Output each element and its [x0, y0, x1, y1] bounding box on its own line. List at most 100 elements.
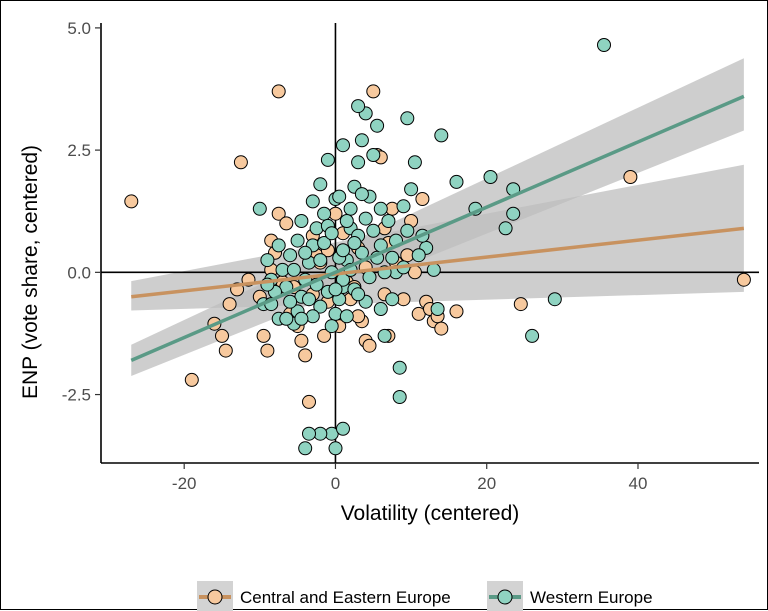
data-point-series-1 — [302, 292, 316, 307]
data-point-series-1 — [373, 302, 388, 316]
data-point-series-1 — [351, 155, 366, 170]
confidence-band-1 — [131, 58, 744, 376]
data-point-series-1 — [400, 111, 415, 126]
x-axis-title: Volatility (centered) — [341, 502, 520, 525]
data-point-series-0 — [362, 338, 377, 353]
legend-label-we: Western Europe — [530, 588, 653, 607]
legend-key-point-we — [497, 589, 513, 605]
data-point-series-0 — [294, 333, 309, 348]
data-point-series-1 — [400, 223, 415, 238]
data-point-series-0 — [279, 216, 294, 231]
y-tick-label: 0.0 — [67, 263, 91, 282]
data-point-series-1 — [426, 262, 441, 277]
data-point-series-1 — [313, 177, 328, 192]
data-point-series-1 — [320, 152, 335, 167]
data-point-series-1 — [483, 170, 498, 184]
data-point-series-1 — [260, 253, 275, 268]
axes: -20 0 20 40 -2.5 0.0 2.5 5.0 — [62, 19, 759, 493]
data-point-series-0 — [260, 343, 275, 358]
data-point-series-1 — [343, 201, 358, 216]
data-point-series-1 — [362, 270, 377, 285]
data-point-series-1 — [290, 233, 305, 248]
data-point-series-1 — [283, 294, 298, 309]
data-point-series-1 — [366, 223, 381, 238]
data-point-series-1 — [305, 194, 320, 209]
y-axis-title: ENP (vote share, centered) — [19, 145, 42, 399]
data-point-series-1 — [404, 182, 419, 197]
data-point-series-1 — [298, 441, 313, 456]
data-point-series-1 — [366, 148, 381, 162]
y-tick-label: 5.0 — [67, 19, 91, 38]
data-point-series-1 — [317, 206, 332, 221]
data-point-series-0 — [215, 328, 229, 343]
data-point-series-1 — [309, 221, 324, 236]
data-point-series-1 — [370, 118, 385, 133]
data-point-series-1 — [332, 189, 347, 204]
data-point-series-0 — [317, 328, 332, 343]
data-point-series-0 — [184, 372, 199, 387]
data-point-series-1 — [354, 187, 369, 202]
data-point-series-1 — [373, 201, 388, 216]
data-point-series-1 — [336, 243, 350, 258]
data-point-series-1 — [328, 306, 343, 321]
data-point-series-1 — [449, 174, 464, 189]
data-point-series-1 — [430, 302, 445, 316]
data-point-series-1 — [302, 426, 316, 441]
data-point-series-1 — [313, 253, 328, 268]
x-tick-label: 0 — [331, 474, 340, 493]
data-point-series-0 — [124, 194, 139, 209]
data-point-series-1 — [381, 214, 396, 228]
data-point-series-1 — [317, 236, 332, 250]
fit-lines — [130, 94, 745, 362]
data-point-series-0 — [271, 206, 286, 221]
data-point-series-1 — [328, 441, 343, 456]
data-point-series-1 — [298, 245, 313, 260]
x-tick-label: 20 — [477, 474, 496, 493]
data-point-series-1 — [324, 226, 339, 241]
x-tick-label: -20 — [172, 474, 197, 493]
data-point-series-1 — [597, 38, 611, 52]
data-point-series-1 — [283, 248, 298, 263]
data-point-series-0 — [623, 170, 638, 184]
data-point-series-0 — [366, 84, 381, 99]
data-point-series-1 — [377, 328, 392, 343]
data-point-series-1 — [385, 250, 400, 265]
data-point-series-1 — [294, 214, 309, 228]
data-point-series-0 — [271, 84, 286, 99]
data-point-series-1 — [547, 292, 562, 307]
data-point-series-1 — [339, 214, 354, 228]
data-point-series-1 — [279, 311, 294, 326]
data-point-series-1 — [392, 360, 407, 375]
data-point-series-0 — [513, 297, 528, 312]
data-point-series-1 — [498, 221, 513, 236]
data-point-series-0 — [222, 297, 237, 312]
data-point-series-0 — [434, 321, 449, 336]
data-point-series-1 — [339, 309, 354, 324]
data-point-series-1 — [347, 236, 362, 250]
data-point-series-0 — [736, 272, 751, 287]
data-point-series-1 — [271, 238, 286, 253]
x-tick-label: 40 — [629, 474, 648, 493]
data-point-series-1 — [396, 199, 411, 214]
data-point-series-1 — [525, 328, 540, 343]
data-point-series-1 — [351, 99, 366, 114]
data-point-series-1 — [392, 390, 407, 404]
data-point-series-0 — [233, 155, 248, 170]
data-point-series-1 — [324, 319, 339, 334]
data-point-series-1 — [354, 133, 369, 148]
data-point-series-1 — [313, 299, 328, 314]
legend: Central and Eastern Europe Western Europ… — [197, 581, 653, 611]
data-point-series-1 — [286, 262, 301, 277]
data-point-series-1 — [385, 292, 400, 307]
fit-line-series-1 — [130, 94, 745, 362]
data-point-series-1 — [305, 309, 320, 324]
legend-key-point-cee — [207, 589, 223, 605]
data-point-series-1 — [336, 421, 350, 436]
y-tick-label: 2.5 — [67, 141, 91, 160]
fit-line-series-0 — [131, 226, 745, 299]
data-point-series-1 — [411, 248, 426, 263]
data-point-series-1 — [506, 206, 521, 221]
data-point-series-0 — [256, 328, 271, 343]
